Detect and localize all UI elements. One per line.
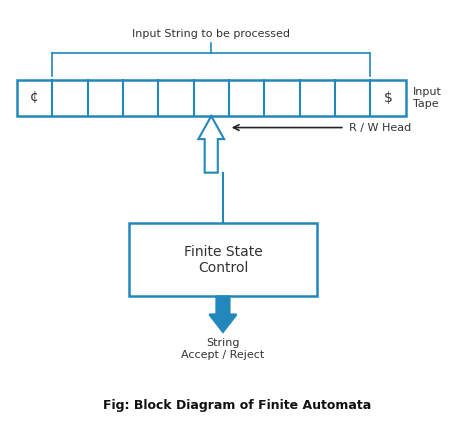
Text: ¢: ¢ <box>30 91 39 105</box>
Text: Fig: Block Diagram of Finite Automata: Fig: Block Diagram of Finite Automata <box>103 399 371 412</box>
Bar <box>17 80 406 116</box>
Text: $: $ <box>383 91 392 105</box>
Polygon shape <box>198 116 224 173</box>
Text: R / W Head: R / W Head <box>349 122 412 133</box>
Polygon shape <box>210 296 237 332</box>
Text: Input
Tape: Input Tape <box>413 88 442 109</box>
Bar <box>129 223 317 296</box>
Text: String
Accept / Reject: String Accept / Reject <box>182 338 264 360</box>
Text: Finite State
Control: Finite State Control <box>183 245 262 275</box>
Text: Input String to be processed: Input String to be processed <box>132 29 290 39</box>
